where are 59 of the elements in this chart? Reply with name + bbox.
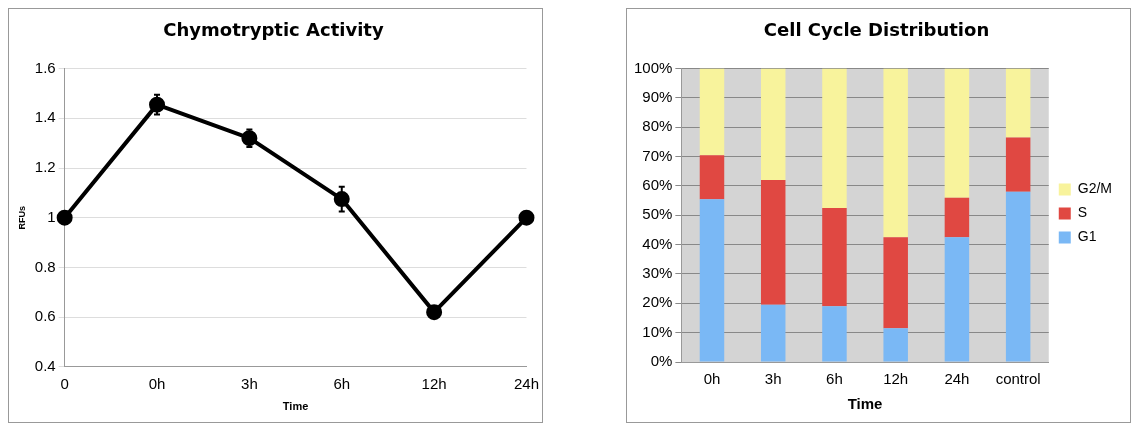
y-tick-label: 1.4: [34, 108, 56, 126]
bar: [699, 155, 725, 200]
y-tick-label: 1.2: [34, 158, 56, 176]
legend-label: G1: [1077, 228, 1097, 245]
y-tick-label: 0.8: [34, 257, 56, 275]
x-tick-label: 0: [60, 374, 69, 392]
y-tick-label: 90%: [642, 88, 673, 106]
y-tick-label: 0.6: [34, 307, 56, 325]
x-tick-label: 24h: [513, 374, 539, 392]
bar: [760, 304, 786, 362]
bar: [760, 68, 786, 181]
x-tick-label: 6h: [826, 370, 843, 388]
x-tick-label: 12h: [883, 370, 909, 388]
bar: [883, 328, 908, 362]
bar: [822, 207, 847, 307]
x-tick-label: control: [995, 370, 1041, 388]
y-tick-label: 10%: [642, 322, 673, 340]
bar: [944, 68, 970, 198]
y-tick-label: 0.4: [34, 356, 56, 374]
y-tick-label: 1.6: [34, 58, 56, 76]
y-axis-title: RFUs: [16, 205, 27, 230]
x-tick-label: 3h: [241, 374, 258, 392]
bar: [883, 237, 908, 329]
legend-label: S: [1077, 204, 1088, 221]
x-tick-label: 0h: [148, 374, 166, 392]
bar: [822, 68, 847, 208]
y-tick-label: 60%: [642, 176, 673, 194]
bar: [822, 306, 847, 362]
point: [426, 304, 443, 321]
x-tick-label: 6h: [333, 374, 351, 392]
y-tick-label: 0%: [650, 352, 673, 370]
chart-title: Chymotryptic Activity: [163, 19, 384, 41]
bar: [944, 197, 970, 238]
x-axis-title: Time: [282, 400, 309, 413]
bar: [944, 237, 970, 362]
y-tick-label: 70%: [642, 146, 673, 164]
x-tick-label: 24h: [944, 370, 970, 388]
y-tick-label: 50%: [642, 205, 673, 223]
y-tick-label: 40%: [642, 234, 673, 252]
bar: [699, 68, 725, 156]
chart-title: Cell Cycle Distribution: [763, 19, 990, 41]
bar: [883, 68, 908, 238]
point: [518, 209, 535, 226]
x-axis-title: Time: [847, 395, 883, 413]
x-tick-label: 12h: [421, 374, 447, 392]
bar: [1005, 137, 1031, 192]
bar: [760, 180, 786, 305]
bar: [1005, 191, 1031, 362]
y-tick-label: 20%: [642, 293, 673, 311]
bar: [1005, 68, 1031, 138]
y-tick-label: 1: [47, 207, 56, 225]
bar: [699, 199, 725, 362]
legend-label: G2/M: [1077, 180, 1113, 197]
y-tick-label: 80%: [642, 117, 673, 135]
y-tick-label: 30%: [642, 264, 673, 282]
x-tick-label: 3h: [764, 370, 782, 388]
x-tick-label: 0h: [703, 370, 721, 388]
point: [56, 209, 73, 226]
y-tick-label: 100%: [633, 58, 673, 76]
